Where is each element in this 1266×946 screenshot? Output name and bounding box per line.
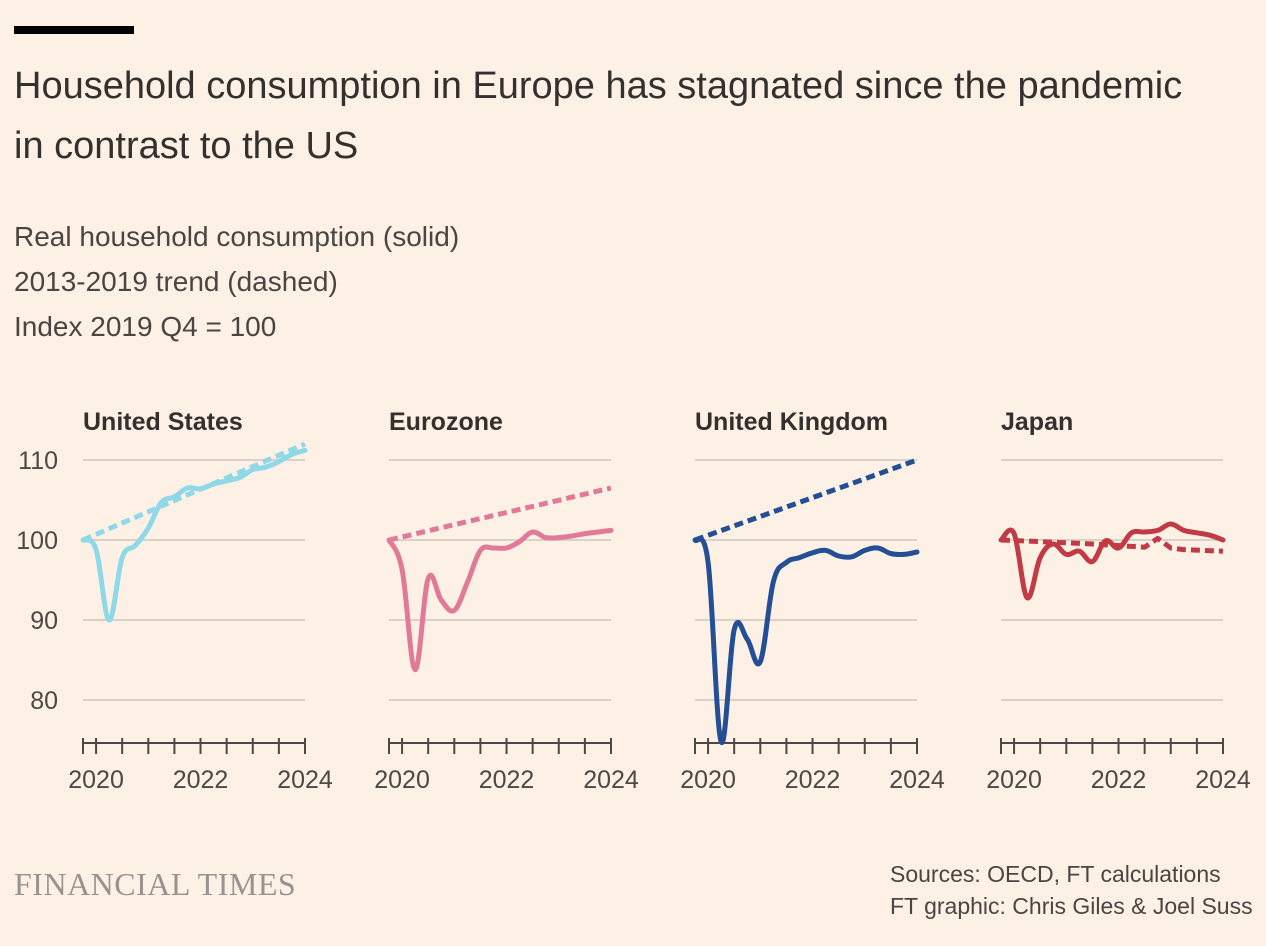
trend-line-dashed xyxy=(694,457,918,543)
consumption-line-solid xyxy=(386,527,614,673)
source-line-1: Sources: OECD, FT calculations xyxy=(890,861,1221,887)
x-tick-label: 2020 xyxy=(680,766,736,794)
source-line-2: FT graphic: Chris Giles & Joel Suss xyxy=(890,893,1253,919)
source-note: Sources: OECD, FT calculations FT graphi… xyxy=(890,858,1253,922)
x-tick-label: 2024 xyxy=(1195,766,1251,794)
chart-title: Household consumption in Europe has stag… xyxy=(14,65,1183,167)
top-rule xyxy=(14,26,134,34)
consumption-line-solid xyxy=(998,521,1226,601)
panel-title-united-kingdom: United Kingdom xyxy=(695,408,889,436)
x-tick-label: 2024 xyxy=(277,766,333,794)
ft-logo: FINANCIAL TIMES xyxy=(14,866,297,902)
x-tick-label: 2020 xyxy=(68,766,124,794)
subtitle-line-2: 2013-2019 trend (dashed) xyxy=(14,266,338,297)
x-tick-label: 2022 xyxy=(173,766,229,794)
y-tick-label: 110 xyxy=(18,447,58,475)
x-tick-label: 2022 xyxy=(785,766,841,794)
trend-line-dashed xyxy=(1000,535,1224,554)
panel-title-united-states: United States xyxy=(83,408,243,436)
chart-subtitle: Real household consumption (solid) 2013-… xyxy=(14,214,459,349)
x-tick-label: 2020 xyxy=(374,766,430,794)
y-tick-label: 90 xyxy=(30,607,58,635)
subtitle-line-3: Index 2019 Q4 = 100 xyxy=(14,311,277,342)
panel-title-japan: Japan xyxy=(1001,408,1074,436)
x-tick-label: 2020 xyxy=(986,766,1042,794)
x-tick-label: 2024 xyxy=(889,766,945,794)
consumption-line-solid xyxy=(80,447,308,623)
consumption-line-solid xyxy=(692,536,920,745)
panel-title-eurozone: Eurozone xyxy=(389,408,503,436)
subtitle-line-1: Real household consumption (solid) xyxy=(14,221,460,252)
trend-line-dashed xyxy=(82,441,306,543)
x-tick-label: 2022 xyxy=(479,766,535,794)
x-tick-label: 2022 xyxy=(1091,766,1147,794)
y-tick-label: 80 xyxy=(30,687,58,715)
y-tick-label: 100 xyxy=(16,527,58,555)
x-tick-label: 2024 xyxy=(583,766,639,794)
trend-line-dashed xyxy=(388,485,612,543)
